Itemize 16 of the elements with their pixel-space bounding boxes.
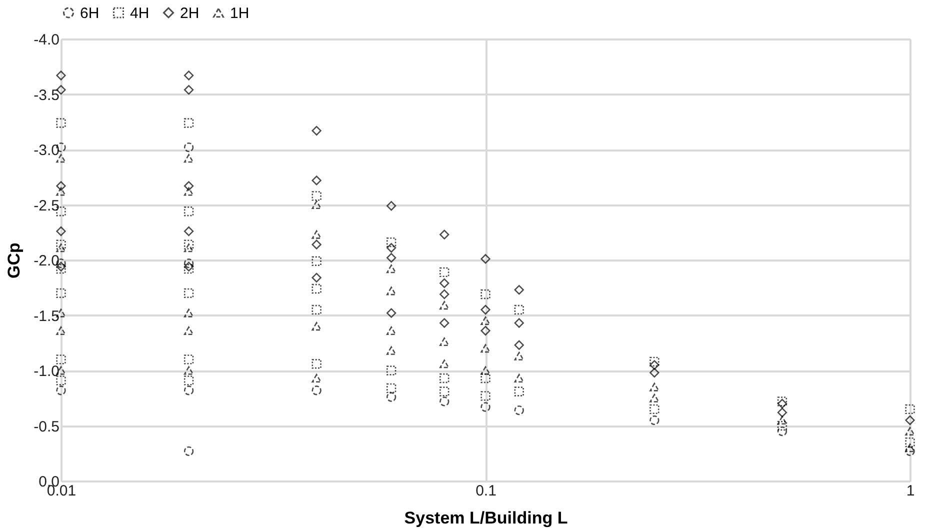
y-tick-label: -0.5 xyxy=(34,418,60,436)
legend-label: 6H xyxy=(80,4,100,22)
y-tick-label: -3.0 xyxy=(34,142,60,159)
y-axis-title: GCp xyxy=(4,242,24,278)
y-tick-label: -3.5 xyxy=(34,86,60,104)
legend-label: 1H xyxy=(230,4,250,22)
y-tick-label: -1.0 xyxy=(34,363,60,380)
x-tick-label: 1 xyxy=(906,482,915,500)
y-tick-label: -4.0 xyxy=(34,32,60,48)
y-tick-label: -2.0 xyxy=(34,252,60,270)
y-tick-label: -1.5 xyxy=(34,308,60,325)
x-axis-title: System L/Building L xyxy=(404,508,568,528)
legend-label: 2H xyxy=(180,4,200,22)
x-tick-label: 0.1 xyxy=(476,482,496,500)
y-tick-label: -2.5 xyxy=(34,197,60,214)
legend-label: 4H xyxy=(130,4,150,22)
